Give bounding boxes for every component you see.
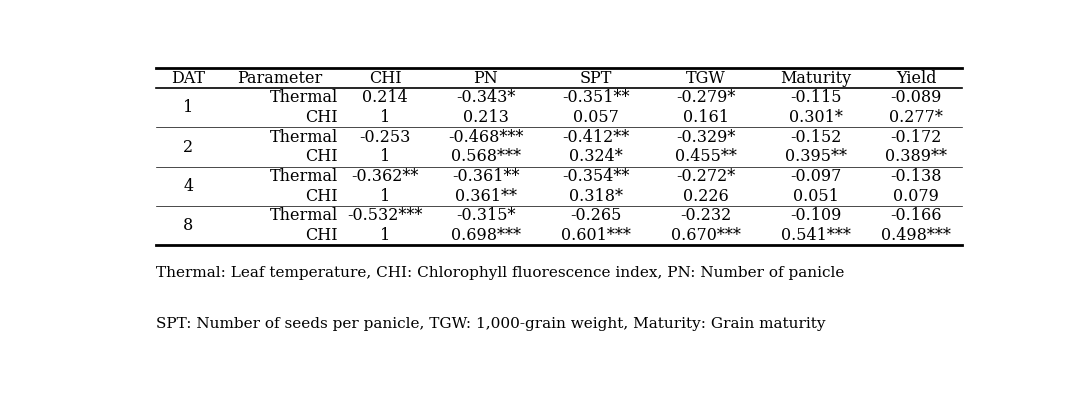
Text: -0.265: -0.265 [570, 208, 622, 224]
Text: -0.362**: -0.362** [352, 168, 419, 185]
Text: -0.115: -0.115 [790, 89, 841, 107]
Text: 1: 1 [380, 188, 390, 205]
Text: -0.361**: -0.361** [453, 168, 520, 185]
Text: 0.161: 0.161 [682, 109, 729, 126]
Text: 0.301*: 0.301* [788, 109, 843, 126]
Text: 1: 1 [380, 148, 390, 165]
Text: 0.324*: 0.324* [569, 148, 623, 165]
Text: -0.329*: -0.329* [676, 129, 735, 146]
Text: -0.089: -0.089 [890, 89, 942, 107]
Text: 0.670***: 0.670*** [670, 227, 741, 244]
Text: Maturity: Maturity [780, 70, 851, 87]
Text: Thermal: Thermal [270, 208, 338, 224]
Text: 1: 1 [380, 109, 390, 126]
Text: 0.213: 0.213 [464, 109, 509, 126]
Text: 0.051: 0.051 [793, 188, 838, 205]
Text: -0.109: -0.109 [790, 208, 841, 224]
Text: Parameter: Parameter [237, 70, 323, 87]
Text: Thermal: Thermal [270, 168, 338, 185]
Text: 0.395**: 0.395** [784, 148, 847, 165]
Text: -0.468***: -0.468*** [448, 129, 524, 146]
Text: 0.079: 0.079 [893, 188, 939, 205]
Text: -0.412**: -0.412** [562, 129, 629, 146]
Text: 4: 4 [183, 178, 194, 195]
Text: 8: 8 [183, 217, 194, 234]
Text: -0.272*: -0.272* [676, 168, 735, 185]
Text: CHI: CHI [305, 227, 338, 244]
Text: 0.318*: 0.318* [569, 188, 623, 205]
Text: -0.532***: -0.532*** [348, 208, 423, 224]
Text: SPT: SPT [579, 70, 612, 87]
Text: 0.698***: 0.698*** [451, 227, 521, 244]
Text: -0.354**: -0.354** [562, 168, 629, 185]
Text: 0.541***: 0.541*** [781, 227, 850, 244]
Text: 0.601***: 0.601*** [561, 227, 630, 244]
Text: 0.214: 0.214 [363, 89, 408, 107]
Text: -0.351**: -0.351** [562, 89, 629, 107]
Text: CHI: CHI [305, 188, 338, 205]
Text: CHI: CHI [369, 70, 402, 87]
Text: Thermal: Thermal [270, 129, 338, 146]
Text: Yield: Yield [896, 70, 937, 87]
Text: 2: 2 [183, 138, 194, 156]
Text: 0.226: 0.226 [683, 188, 729, 205]
Text: DAT: DAT [171, 70, 206, 87]
Text: SPT: Number of seeds per panicle, TGW: 1,000-grain weight, Maturity: Grain matur: SPT: Number of seeds per panicle, TGW: 1… [156, 317, 826, 331]
Text: -0.343*: -0.343* [456, 89, 516, 107]
Text: -0.138: -0.138 [890, 168, 942, 185]
Text: -0.232: -0.232 [680, 208, 731, 224]
Text: 0.057: 0.057 [573, 109, 618, 126]
Text: 0.568***: 0.568*** [451, 148, 521, 165]
Text: PN: PN [473, 70, 498, 87]
Text: Thermal: Thermal [270, 89, 338, 107]
Text: CHI: CHI [305, 148, 338, 165]
Text: 0.277*: 0.277* [889, 109, 943, 126]
Text: -0.166: -0.166 [890, 208, 942, 224]
Text: CHI: CHI [305, 109, 338, 126]
Text: 0.455**: 0.455** [675, 148, 736, 165]
Text: -0.172: -0.172 [890, 129, 942, 146]
Text: -0.097: -0.097 [790, 168, 841, 185]
Text: 0.498***: 0.498*** [882, 227, 951, 244]
Text: 0.389**: 0.389** [885, 148, 948, 165]
Text: 1: 1 [183, 99, 194, 116]
Text: 0.361**: 0.361** [455, 188, 517, 205]
Text: -0.253: -0.253 [360, 129, 410, 146]
Text: 1: 1 [380, 227, 390, 244]
Text: -0.279*: -0.279* [676, 89, 735, 107]
Text: -0.152: -0.152 [790, 129, 841, 146]
Text: TGW: TGW [686, 70, 726, 87]
Text: Thermal: Leaf temperature, CHI: Chlorophyll fluorescence index, PN: Number of pa: Thermal: Leaf temperature, CHI: Chloroph… [156, 266, 845, 279]
Text: -0.315*: -0.315* [456, 208, 516, 224]
